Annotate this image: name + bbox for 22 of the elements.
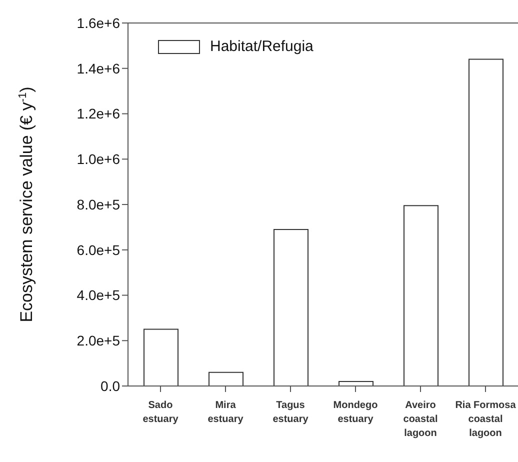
y-tick-label: 4.0e+5	[76, 287, 120, 304]
x-tick-label: Tagus estuary	[272, 400, 309, 425]
x-tick-label: Mondego estuary	[333, 400, 378, 425]
bar	[338, 380, 374, 386]
y-tick-label: 1.0e+6	[76, 151, 120, 168]
y-tick-label: 1.4e+6	[76, 60, 120, 76]
bar	[274, 228, 308, 386]
x-tick-label: Aveiro coastal lagoon	[403, 400, 438, 439]
y-tick-label: 0.0	[100, 378, 120, 394]
y-tick-label: 8.0e+5	[76, 196, 120, 212]
y-tick-label: 1.2e+6	[76, 106, 120, 122]
bar	[208, 372, 244, 386]
bar	[144, 328, 178, 386]
bar	[468, 58, 504, 386]
y-tick-label: 2.0e+5	[76, 332, 120, 349]
legend-label: Habitat/Refugia	[209, 38, 314, 55]
y-tick-label: 6.0e+5	[76, 242, 120, 258]
y-tick-label: 1.6e+6	[76, 14, 120, 31]
x-tick-label: Sado estuary	[142, 400, 179, 425]
bar	[404, 205, 438, 386]
x-tick-label: Ria Formosa coastal lagoon	[455, 400, 516, 439]
x-tick-label: Mira estuary	[208, 400, 244, 425]
